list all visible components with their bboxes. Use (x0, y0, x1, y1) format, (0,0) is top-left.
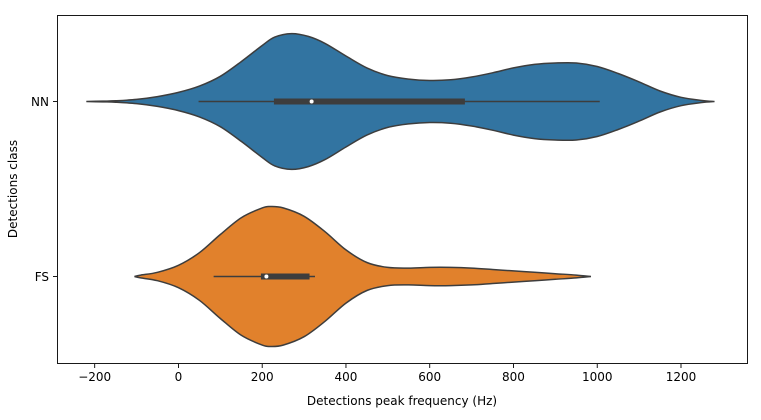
median-marker-fs (264, 274, 269, 279)
iqr-box-nn (273, 98, 465, 105)
iqr-box-fs (260, 273, 310, 280)
x-tick-label: 0 (175, 370, 183, 384)
x-tick-label: 800 (502, 370, 525, 384)
x-tick-label: 200 (251, 370, 274, 384)
x-tick-label: −200 (78, 370, 111, 384)
violin-fs (134, 205, 592, 348)
y-tick-label: FS (35, 270, 49, 284)
y-axis-ticks: NN FS (31, 95, 57, 284)
violins-layer (86, 32, 715, 348)
x-tick-label: 400 (335, 370, 358, 384)
y-axis-label: Detections class (6, 140, 20, 238)
violin-nn (86, 32, 715, 171)
y-tick-label: NN (31, 95, 49, 109)
x-tick-label: 1200 (666, 370, 697, 384)
plot-frame (57, 15, 748, 364)
x-axis-ticks: −200 0 200 400 600 800 1000 1200 (78, 364, 696, 384)
x-tick-label: 600 (418, 370, 441, 384)
plot-background (57, 15, 748, 364)
x-tick-label: 1000 (582, 370, 613, 384)
x-axis-label: Detections peak frequency (Hz) (307, 394, 497, 408)
median-marker-nn (309, 99, 314, 104)
violin-body-fs (134, 205, 592, 348)
